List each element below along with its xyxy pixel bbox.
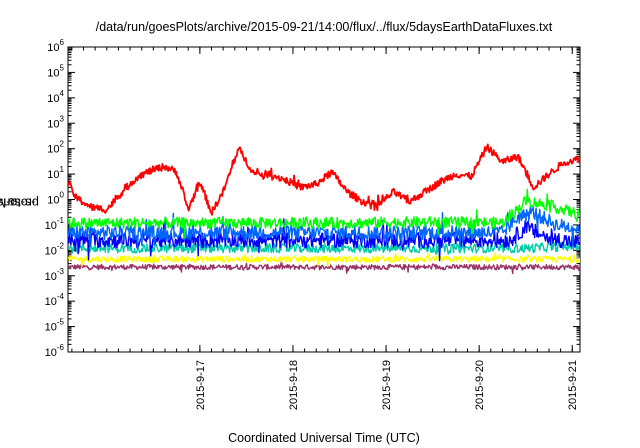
y-tick-label: 103 — [47, 114, 64, 130]
x-tick-label: 2015-9-21 — [567, 360, 579, 410]
x-tick-label: 2015-9-19 — [381, 360, 393, 410]
y-tick-label: 105 — [47, 63, 64, 79]
chart-title: /data/run/goesPlots/archive/2015-09-21/1… — [95, 20, 553, 34]
y-tick-label: 10-3 — [45, 267, 65, 283]
series-line — [68, 143, 580, 216]
y-tick-label: 100 — [47, 191, 64, 207]
y-tick-label: 102 — [47, 140, 64, 156]
y-tick-label: 101 — [47, 165, 64, 181]
series-line — [68, 188, 580, 239]
y-tick-label: 10-5 — [45, 318, 65, 334]
series-line — [68, 259, 580, 275]
x-tick-label: 2015-9-18 — [288, 360, 300, 410]
x-tick-label: 2015-9-17 — [195, 360, 207, 410]
y-tick-label: 10-4 — [45, 292, 65, 308]
x-tick-label: 2015-9-20 — [474, 360, 486, 410]
y-tick-label: 104 — [47, 89, 64, 105]
y-tick-label: 10-1 — [45, 216, 65, 232]
series-line — [68, 251, 580, 268]
series-line — [68, 238, 580, 256]
x-axis-label: Coordinated Universal Time (UTC) — [228, 431, 420, 445]
series-line — [68, 218, 580, 262]
y-tick-label: 10-6 — [45, 343, 65, 359]
plot-frame — [67, 46, 581, 353]
y-tick-label: 106 — [47, 38, 64, 54]
y-tick-label: 10-2 — [45, 241, 65, 257]
